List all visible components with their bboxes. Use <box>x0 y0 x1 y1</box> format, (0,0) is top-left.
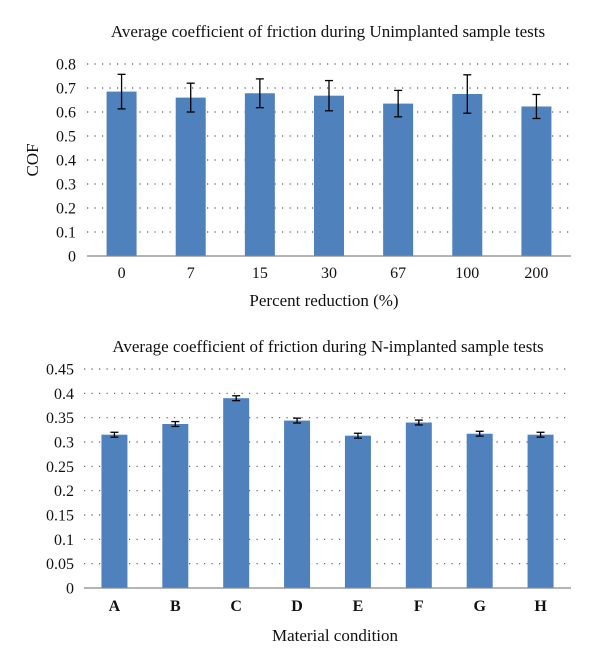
y-tick-label: 0.4 <box>54 386 74 403</box>
y-tick-label: 0 <box>68 249 76 266</box>
y-tick-label: 0.5 <box>56 129 76 146</box>
x-tick-label: A <box>109 598 121 615</box>
y-tick-label: 0.15 <box>46 508 74 525</box>
y-tick-label: 0 <box>66 581 74 598</box>
bar <box>383 103 414 256</box>
y-tick-label: 0.05 <box>46 556 74 573</box>
error-bar <box>463 74 472 114</box>
x-tick-label: 0 <box>118 265 126 282</box>
bar <box>405 422 432 588</box>
error-bar <box>117 73 126 110</box>
y-tick-label: 0.1 <box>54 532 74 549</box>
x-tick-label: 30 <box>321 265 337 282</box>
y-tick-label: 0.6 <box>56 105 76 122</box>
error-bar <box>232 395 241 402</box>
x-tick-label: B <box>170 598 181 615</box>
bar <box>466 433 493 588</box>
bar <box>244 93 275 256</box>
error-bar <box>414 419 423 426</box>
error-bar <box>394 89 403 118</box>
bar <box>314 95 344 257</box>
bar <box>175 97 206 256</box>
error-bar <box>171 420 180 428</box>
x-tick-label: E <box>353 598 364 615</box>
error-bar <box>325 79 333 112</box>
error-bar <box>186 82 195 113</box>
x-tick-label: H <box>534 598 547 615</box>
bar <box>101 434 128 588</box>
x-tick-label: 7 <box>187 265 195 282</box>
x-tick-label: D <box>291 598 303 615</box>
y-tick-label: 0.3 <box>56 177 76 194</box>
bar <box>344 435 371 588</box>
bar <box>106 91 137 256</box>
error-bar <box>532 93 541 120</box>
x-axis-label: Percent reduction (%) <box>249 291 398 310</box>
x-tick-label: F <box>414 598 424 615</box>
bar <box>521 106 552 256</box>
y-tick-label: 0.4 <box>56 153 76 170</box>
chart-n-implanted: Average coefficient of friction during N… <box>46 337 571 645</box>
error-bar <box>536 431 545 438</box>
y-tick-label: 0.8 <box>56 57 76 74</box>
y-tick-label: 0.35 <box>46 410 74 427</box>
chart-title: Average coefficient of friction during N… <box>112 337 543 356</box>
error-bar <box>255 78 264 109</box>
x-tick-label: 67 <box>390 265 406 282</box>
error-bar <box>293 417 302 424</box>
y-tick-label: 0.2 <box>56 201 76 218</box>
y-tick-label: 0.3 <box>54 435 74 452</box>
chart-title: Average coefficient of friction during U… <box>111 22 545 41</box>
y-tick-label: 0.2 <box>54 483 74 500</box>
x-axis-label: Material condition <box>272 626 399 645</box>
y-tick-label: 0.45 <box>46 362 74 379</box>
y-axis-label: COF <box>23 143 42 176</box>
x-tick-label: C <box>230 598 242 615</box>
error-bar <box>475 430 484 437</box>
y-tick-label: 0.25 <box>46 459 74 476</box>
x-tick-label: 15 <box>252 265 268 282</box>
bar <box>284 420 311 588</box>
x-tick-label: G <box>473 598 486 615</box>
x-tick-label: 200 <box>524 265 548 282</box>
bar <box>162 423 189 588</box>
bar <box>527 434 554 588</box>
chart-unimplanted: Average coefficient of friction during U… <box>23 22 571 310</box>
bar <box>452 94 483 256</box>
y-tick-label: 0.7 <box>56 81 76 98</box>
bar <box>223 398 250 588</box>
x-tick-label: 100 <box>455 265 479 282</box>
y-tick-label: 0.1 <box>56 225 76 242</box>
error-bar <box>353 432 362 439</box>
error-bar <box>110 431 119 438</box>
gridlines <box>84 368 571 565</box>
